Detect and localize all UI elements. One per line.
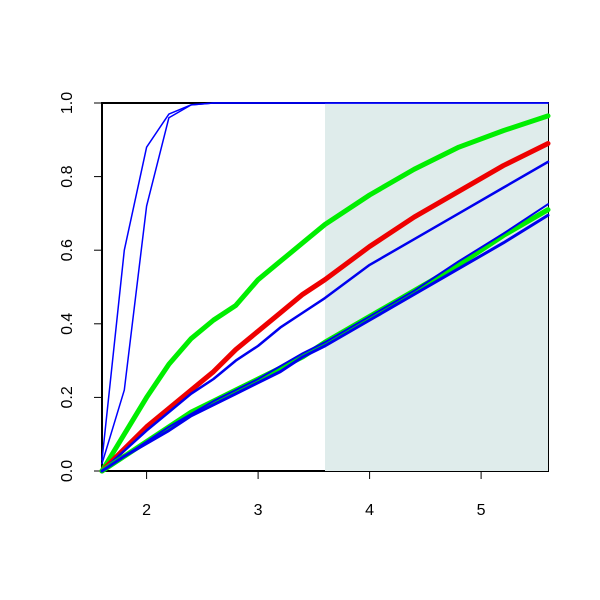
y-tick-label: 0.2 [59,386,76,408]
y-tick-label: 0.8 [59,165,76,187]
y-tick-label: 0.6 [59,239,76,261]
series-line [99,140,551,474]
x-tick-label: 3 [254,502,263,519]
y-tick-label: 0.0 [59,460,76,482]
x-tick-label: 4 [365,502,374,519]
series-line [101,102,549,465]
series-line [99,113,551,474]
x-tick-label: 2 [142,502,151,519]
y-tick-label: 1.0 [59,92,76,114]
series-line [100,160,550,473]
x-tick-label: 5 [477,502,486,519]
series-line [101,203,549,472]
y-tick-label: 0.4 [59,313,76,335]
series-line [100,213,550,473]
